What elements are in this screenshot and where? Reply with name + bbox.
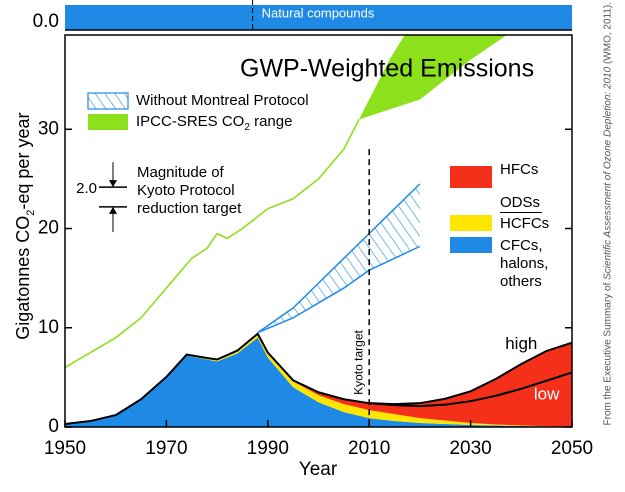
legend-swatch (450, 166, 492, 188)
text: Scientific Assessment of Ozone Depletion… (602, 66, 614, 280)
text: 2 (244, 122, 250, 133)
y-axis-label: Gigatonnes CO2-eq per year (13, 113, 37, 340)
text: range (249, 113, 293, 130)
text: (WMO, 2011). (602, 1, 614, 67)
area (65, 337, 572, 427)
plot-area (65, 35, 572, 427)
natural-band (65, 5, 572, 30)
text: From the Executive Summary of (602, 279, 614, 426)
legend-group-label: ODSs (500, 194, 542, 213)
x-tick-label: 1970 (145, 438, 187, 459)
x-tick-label: 1950 (44, 438, 86, 459)
x-tick-label: 1990 (247, 438, 289, 459)
x-tick-label: 2030 (449, 438, 491, 459)
legend-label: Without Montreal Protocol (136, 92, 309, 109)
arrowhead (109, 206, 117, 214)
legend-swatch (450, 215, 492, 231)
chart-title: GWP-Weighted Emissions (240, 55, 534, 83)
y-tick-label: 0.0 (33, 11, 59, 32)
plot-frame (64, 34, 573, 428)
total-line (65, 332, 572, 426)
scenario-label: low (534, 385, 560, 404)
y-tick-label: 10 (38, 317, 59, 338)
legend-label: HFCs (500, 161, 539, 178)
no-montreal-edge (257, 183, 421, 334)
magnitude-label: 2.0 (76, 180, 97, 197)
legend-label: HCFCs (500, 215, 550, 232)
x-tick-label: 2050 (551, 438, 593, 459)
legend-swatch (88, 114, 128, 130)
ipcc-range (359, 35, 507, 120)
co2-line (65, 118, 360, 369)
text: Kyoto Protocol (137, 182, 235, 199)
legend-label: IPCC-SRES CO2 range (136, 113, 292, 137)
text: Gigatonnes CO (13, 215, 34, 340)
y-tick-label: 30 (38, 118, 59, 139)
text: reduction target (137, 200, 242, 217)
y-tick-label: 0 (48, 416, 59, 437)
y-tick-label: 20 (38, 218, 59, 239)
text: IPCC-SRES CO (136, 113, 245, 130)
arrowhead (109, 180, 117, 188)
text: Magnitude of (137, 164, 224, 181)
text: -eq per year (13, 112, 34, 210)
scenario-label: high (505, 334, 537, 353)
no-montreal-area (257, 183, 420, 333)
x-tick-label: 2010 (348, 438, 390, 459)
legend-swatch (87, 92, 129, 110)
legend-label: CFCs, halons, others (500, 237, 549, 290)
no-montreal-edge (257, 245, 421, 334)
legend-swatch (450, 237, 492, 253)
source-note: From the Executive Summary of Scientific… (602, 2, 614, 426)
band-label: Natural compounds (262, 5, 375, 20)
x-axis-label: Year (299, 459, 338, 480)
kyoto-label: Kyoto target (351, 329, 365, 394)
annotation: Magnitude of Kyoto Protocol reduction ta… (137, 164, 241, 218)
low-line (369, 371, 572, 408)
text: 2 (24, 209, 37, 216)
